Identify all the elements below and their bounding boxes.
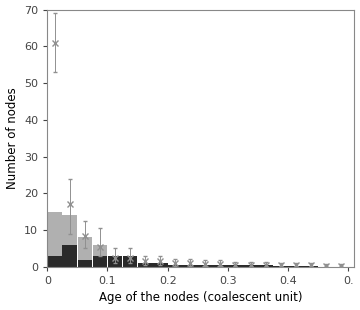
Bar — [138, 263, 153, 267]
Bar — [77, 259, 92, 267]
Y-axis label: Number of nodes: Number of nodes — [5, 87, 19, 189]
Bar — [288, 266, 303, 267]
Bar — [183, 265, 198, 267]
Bar — [48, 212, 62, 256]
Bar — [63, 215, 77, 245]
Bar — [93, 256, 107, 267]
Bar — [243, 265, 258, 267]
Bar — [273, 266, 288, 267]
Bar — [77, 237, 92, 259]
Bar — [213, 265, 228, 267]
Bar — [93, 245, 107, 256]
Bar — [123, 256, 138, 267]
X-axis label: Age of the nodes (coalescent unit): Age of the nodes (coalescent unit) — [99, 291, 303, 304]
Bar — [48, 256, 62, 267]
Bar — [198, 265, 213, 267]
Bar — [303, 266, 318, 267]
Bar — [63, 245, 77, 267]
Bar — [153, 263, 167, 267]
Bar — [168, 265, 183, 267]
Bar — [258, 265, 273, 267]
Bar — [108, 256, 122, 267]
Bar — [228, 265, 243, 267]
